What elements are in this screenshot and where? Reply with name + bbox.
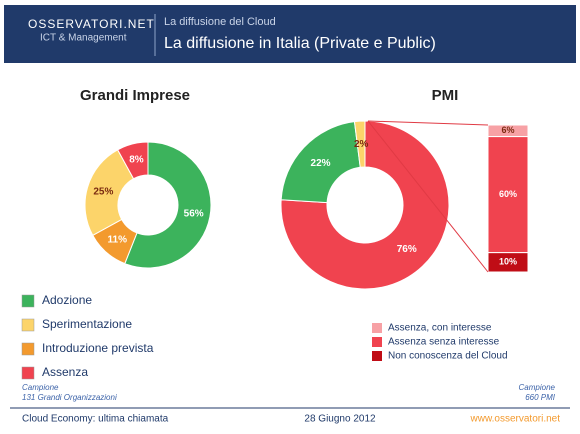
legend-label: Introduzione prevista: [42, 341, 154, 355]
donut-slice: [116, 141, 149, 180]
value-label: 25%: [93, 187, 113, 198]
donut-slice: [280, 121, 361, 204]
legend-label: Assenza, con interesse: [388, 323, 492, 334]
legend-swatch: [372, 323, 382, 333]
value-label: 56%: [184, 208, 204, 219]
legend-swatch: [372, 351, 382, 361]
footer-left: Cloud Economy: ultima chiamata: [22, 414, 169, 425]
chart-title: Grandi Imprese: [80, 87, 190, 104]
legend-swatch: [21, 342, 35, 356]
donut-slice: [124, 141, 212, 269]
bar-segment: [487, 136, 529, 254]
sample-label: Campione: [22, 383, 59, 392]
legend-label: Non conoscenza del Cloud: [388, 351, 508, 362]
donut-slice: [280, 120, 450, 290]
legend-label: Sperimentazione: [42, 317, 132, 331]
bar-segment: [487, 252, 529, 273]
legend-label: Assenza: [42, 365, 88, 379]
value-label: 8%: [129, 155, 144, 166]
legend-swatch: [21, 318, 35, 332]
value-label: 10%: [499, 257, 517, 267]
value-label: 6%: [501, 125, 514, 135]
legend-label: Adozione: [42, 293, 92, 307]
connector: [367, 120, 489, 126]
section-title: La diffusione del Cloud: [164, 16, 276, 28]
chart-title: PMI: [432, 87, 459, 104]
value-label: 2%: [354, 139, 369, 150]
value-label: 76%: [397, 244, 417, 255]
value-label: 11%: [108, 235, 128, 246]
value-label: 22%: [311, 158, 331, 169]
sample-size: 131 Grandi Organizzazioni: [22, 393, 117, 402]
footer-url: www.osservatori.net: [470, 414, 561, 425]
slide-title: La diffusione in Italia (Private e Publi…: [164, 35, 436, 52]
connector: [367, 120, 489, 273]
sample-size: 660 PMI: [525, 393, 556, 402]
legend-swatch: [21, 294, 35, 308]
sample-label: Campione: [519, 383, 556, 392]
footer-date: 28 Giugno 2012: [304, 414, 376, 425]
legend-swatch: [21, 366, 35, 380]
legend-label: Assenza senza interesse: [388, 337, 500, 348]
legend-swatch: [372, 337, 382, 347]
logo-subtitle: ICT & Management: [40, 33, 127, 44]
logo: OSSERVATORI.NET: [28, 17, 155, 31]
donut-slice: [353, 120, 366, 168]
header-bar: [4, 5, 576, 63]
value-label: 60%: [499, 189, 517, 199]
